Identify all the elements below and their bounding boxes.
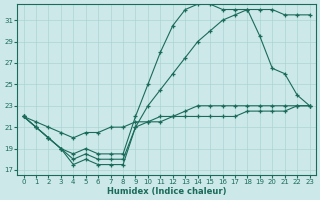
X-axis label: Humidex (Indice chaleur): Humidex (Indice chaleur) — [107, 187, 226, 196]
